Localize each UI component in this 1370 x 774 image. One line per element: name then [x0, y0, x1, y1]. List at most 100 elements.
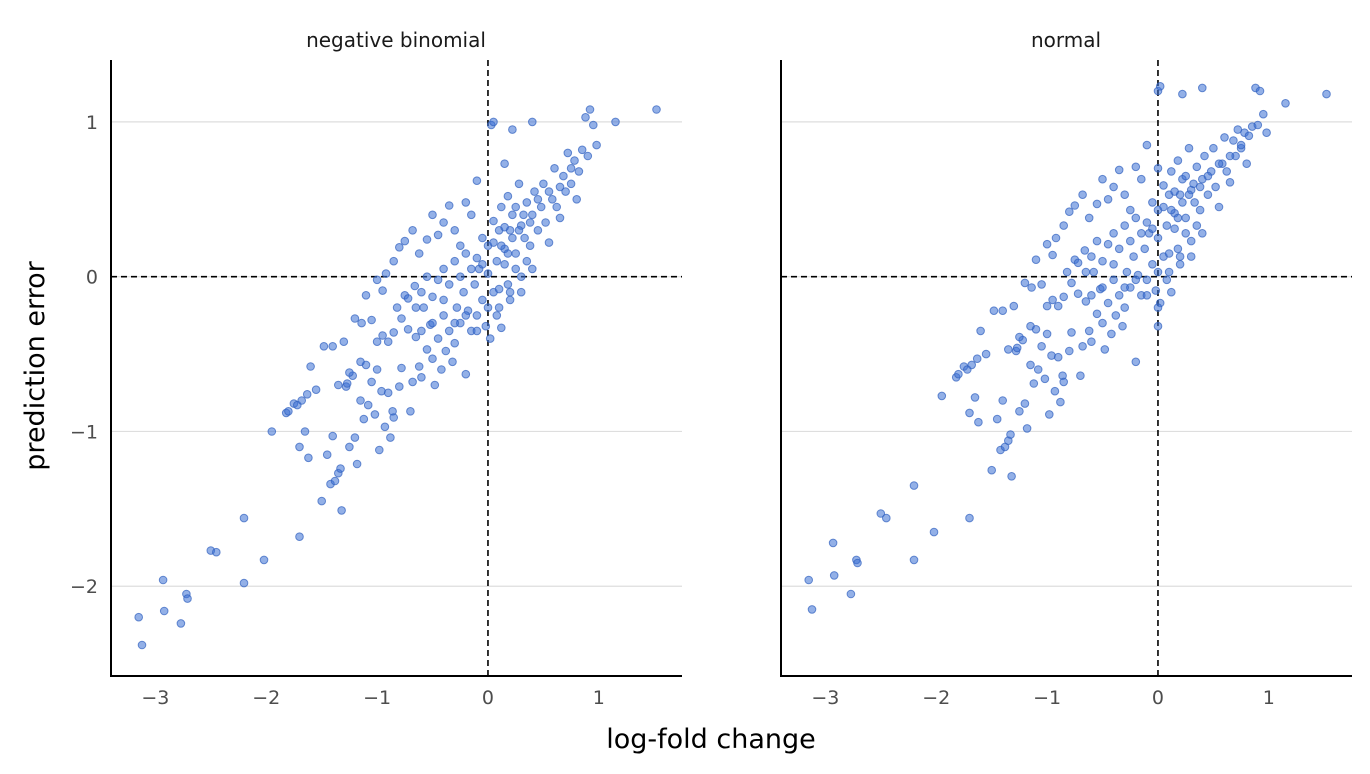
data-point — [563, 148, 573, 158]
data-point — [561, 187, 570, 196]
data-point — [585, 105, 595, 114]
data-point — [804, 575, 814, 585]
data-point — [328, 342, 338, 351]
data-point — [1067, 328, 1076, 337]
data-point — [357, 318, 366, 328]
data-point — [1109, 275, 1118, 285]
data-point — [1203, 171, 1213, 181]
data-point — [1148, 198, 1157, 207]
data-point — [383, 388, 393, 398]
data-point — [397, 363, 406, 373]
data-point — [483, 303, 493, 312]
data-point — [1162, 221, 1172, 230]
data-point — [1155, 82, 1165, 91]
data-point — [1042, 239, 1052, 249]
data-point — [1076, 371, 1085, 381]
data-point — [478, 260, 487, 269]
data-point — [508, 125, 517, 134]
data-point — [381, 269, 391, 278]
data-point — [392, 303, 402, 312]
data-point — [987, 465, 997, 475]
data-point — [317, 496, 327, 506]
data-point — [503, 191, 513, 201]
data-point — [525, 241, 535, 250]
data-point — [1186, 252, 1196, 261]
data-point — [1195, 205, 1205, 215]
data-point — [1153, 164, 1163, 173]
data-point — [334, 380, 343, 390]
data-point — [295, 442, 304, 452]
data-point — [489, 238, 498, 247]
data-point — [807, 605, 817, 614]
gridlines — [111, 121, 682, 587]
data-point — [444, 326, 454, 336]
data-point — [1153, 303, 1163, 312]
data-point — [1170, 187, 1179, 196]
data-point — [1073, 289, 1083, 299]
data-point — [1084, 326, 1094, 336]
data-point — [1045, 410, 1054, 419]
data-point — [461, 249, 471, 258]
data-point — [1042, 301, 1052, 311]
data-point — [1129, 252, 1138, 261]
data-point — [356, 357, 365, 367]
data-point — [350, 314, 360, 323]
data-point — [1159, 202, 1168, 212]
data-point — [1087, 337, 1096, 347]
data-point — [1015, 332, 1024, 342]
data-point — [1103, 298, 1113, 308]
data-point — [1181, 171, 1190, 181]
data-point — [1140, 244, 1149, 254]
data-point — [459, 287, 468, 297]
data-point — [497, 241, 506, 250]
data-point — [1242, 159, 1251, 168]
data-point — [552, 202, 562, 212]
data-point — [1078, 342, 1087, 351]
data-point — [437, 365, 446, 374]
data-point — [611, 117, 620, 127]
data-point — [375, 445, 384, 455]
data-point — [1059, 221, 1068, 230]
data-point — [1126, 236, 1135, 246]
data-point — [508, 233, 517, 243]
data-point — [467, 210, 476, 220]
data-point — [1225, 151, 1235, 161]
data-point — [497, 323, 506, 333]
data-point — [876, 509, 886, 518]
data-point — [1148, 260, 1157, 269]
data-point — [508, 210, 517, 220]
data-point — [492, 311, 502, 320]
data-point — [528, 117, 537, 127]
data-point — [414, 249, 424, 258]
data-point — [1148, 224, 1157, 233]
data-point — [1031, 255, 1041, 265]
x-tick-labels: −3 −2 −1 0 1 — [811, 687, 1275, 709]
data-point — [514, 179, 524, 189]
data-point — [1244, 131, 1254, 141]
data-point — [372, 365, 382, 374]
data-point — [345, 442, 354, 452]
data-point — [1175, 252, 1185, 261]
data-point — [1131, 357, 1141, 367]
data-point — [1107, 329, 1116, 339]
data-point — [1126, 205, 1135, 215]
data-point — [483, 269, 493, 278]
data-point — [1195, 182, 1205, 192]
data-point — [1167, 287, 1176, 297]
data-point — [489, 216, 498, 226]
data-point — [1214, 159, 1224, 168]
data-point — [1089, 267, 1098, 277]
data-point — [472, 326, 482, 336]
data-point — [472, 311, 482, 320]
data-point — [1109, 229, 1118, 238]
reference-lines — [111, 60, 682, 676]
data-point — [411, 332, 421, 342]
data-point — [1067, 278, 1076, 288]
data-point — [522, 198, 532, 207]
data-point — [1020, 399, 1030, 408]
data-point — [295, 532, 304, 542]
data-point — [1040, 374, 1050, 384]
data-point — [1198, 83, 1207, 93]
data-point — [1184, 190, 1194, 199]
data-point — [389, 413, 399, 422]
